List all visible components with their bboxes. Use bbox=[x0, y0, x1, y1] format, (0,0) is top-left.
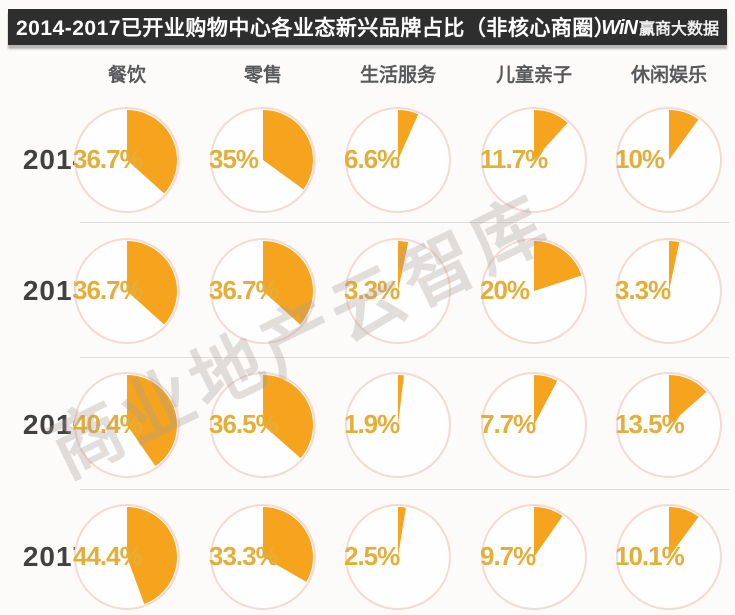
pie-cell-2016-col4: 7.7% bbox=[480, 371, 588, 479]
pie-chart bbox=[210, 107, 316, 213]
title-bar: 2014-2017已开业购物中心各业态新兴品牌占比（非核心商圈） WiN 赢商大… bbox=[8, 9, 727, 45]
page-title: 2014-2017已开业购物中心各业态新兴品牌占比（非核心商圈） bbox=[16, 17, 602, 40]
pie-chart bbox=[210, 238, 316, 344]
pie-wedge bbox=[398, 110, 419, 160]
pie-wedge bbox=[127, 507, 178, 604]
pie-value-label: 36.5% bbox=[209, 408, 279, 439]
pie-chart bbox=[345, 372, 451, 478]
pie-value-label: 3.3% bbox=[615, 274, 671, 305]
pie-cell-2014-col1: 36.7% bbox=[73, 106, 181, 214]
pie-value-label: 9.7% bbox=[480, 540, 536, 571]
pie-value-label: 20% bbox=[480, 274, 530, 305]
pie-wedge bbox=[534, 241, 582, 291]
pie-cell-2015-col3: 3.3% bbox=[344, 237, 452, 345]
pie-chart bbox=[74, 238, 180, 344]
pie-chart bbox=[616, 504, 722, 610]
pie-wedge bbox=[398, 241, 409, 291]
row-separator-2 bbox=[80, 357, 729, 358]
pie-wedge bbox=[263, 110, 313, 190]
pie-value-label: 2.5% bbox=[344, 540, 400, 571]
pie-chart bbox=[210, 504, 316, 610]
pie-cell-2014-col4: 11.7% bbox=[480, 106, 588, 214]
win-logo-icon: WiN bbox=[601, 16, 638, 39]
pie-cell-2017-col4: 9.7% bbox=[480, 503, 588, 611]
pie-chart bbox=[616, 372, 722, 478]
pie-cell-2015-col4: 20% bbox=[480, 237, 588, 345]
pie-cell-2017-col3: 2.5% bbox=[344, 503, 452, 611]
pie-value-label: 6.6% bbox=[344, 143, 400, 174]
pie-value-label: 36.7% bbox=[73, 143, 143, 174]
pie-wedge bbox=[263, 375, 314, 459]
pie-wedge bbox=[669, 375, 707, 425]
pie-value-label: 35% bbox=[209, 143, 259, 174]
pie-chart bbox=[210, 372, 316, 478]
pie-wedge bbox=[263, 507, 313, 582]
pie-cell-2015-col1: 36.7% bbox=[73, 237, 181, 345]
column-header-5: 休闲娱乐 bbox=[630, 65, 708, 86]
pie-chart bbox=[345, 107, 451, 213]
pie-cell-2016-col1: 40.4% bbox=[73, 371, 181, 479]
pie-wedge bbox=[669, 507, 699, 557]
pie-wedge bbox=[534, 507, 563, 557]
pie-cell-2015-col2: 36.7% bbox=[209, 237, 317, 345]
pie-cell-2016-col3: 1.9% bbox=[344, 371, 452, 479]
pie-chart bbox=[345, 238, 451, 344]
pie-value-label: 33.3% bbox=[209, 540, 279, 571]
pie-chart bbox=[481, 238, 587, 344]
pie-value-label: 11.7% bbox=[480, 143, 548, 174]
pie-wedge bbox=[669, 241, 680, 291]
pie-cell-2014-col2: 35% bbox=[209, 106, 317, 214]
pie-cell-2016-col5: 13.5% bbox=[615, 371, 723, 479]
pie-wedge bbox=[398, 507, 406, 557]
pie-wedge bbox=[534, 375, 558, 425]
pie-value-label: 3.3% bbox=[344, 274, 400, 305]
pie-cell-2017-col2: 33.3% bbox=[209, 503, 317, 611]
pie-chart bbox=[74, 504, 180, 610]
pie-value-label: 40.4% bbox=[73, 408, 143, 439]
pie-chart bbox=[481, 504, 587, 610]
pie-wedge bbox=[127, 241, 177, 325]
column-header-1: 餐饮 bbox=[107, 65, 147, 86]
pie-value-label: 10% bbox=[615, 143, 665, 174]
column-header-4: 儿童亲子 bbox=[495, 65, 573, 86]
pie-chart bbox=[345, 504, 451, 610]
pie-cell-2015-col5: 3.3% bbox=[615, 237, 723, 345]
winshang-logo: WiN 赢商大数据 bbox=[601, 15, 719, 40]
pie-cell-2016-col2: 36.5% bbox=[209, 371, 317, 479]
pie-wedge bbox=[398, 375, 404, 425]
pie-chart bbox=[481, 372, 587, 478]
pie-value-label: 44.4% bbox=[73, 540, 143, 571]
pie-wedge bbox=[669, 110, 699, 160]
pie-cell-2014-col5: 10% bbox=[615, 106, 723, 214]
pie-wedge bbox=[263, 241, 313, 325]
pie-cell-2017-col5: 10.1% bbox=[615, 503, 723, 611]
row-separator-1 bbox=[80, 222, 729, 223]
column-header-2: 零售 bbox=[243, 65, 283, 86]
pie-value-label: 7.7% bbox=[480, 408, 536, 439]
pie-chart bbox=[616, 107, 722, 213]
pie-chart bbox=[616, 238, 722, 344]
pie-wedge bbox=[127, 375, 178, 467]
pie-value-label: 13.5% bbox=[615, 408, 685, 439]
pie-cell-2017-col1: 44.4% bbox=[73, 503, 181, 611]
pie-value-label: 1.9% bbox=[344, 408, 400, 439]
logo-name: 赢商大数据 bbox=[638, 20, 719, 38]
pie-chart bbox=[74, 107, 180, 213]
pie-cell-2014-col3: 6.6% bbox=[344, 106, 452, 214]
pie-wedge bbox=[534, 110, 568, 160]
pie-value-label: 10.1% bbox=[615, 540, 685, 571]
pie-value-label: 36.7% bbox=[73, 274, 143, 305]
pie-chart bbox=[74, 372, 180, 478]
row-separator-3 bbox=[80, 489, 729, 490]
column-header-3: 生活服务 bbox=[359, 65, 437, 86]
pie-value-label: 36.7% bbox=[209, 274, 279, 305]
pie-chart bbox=[481, 107, 587, 213]
pie-wedge bbox=[127, 110, 177, 194]
